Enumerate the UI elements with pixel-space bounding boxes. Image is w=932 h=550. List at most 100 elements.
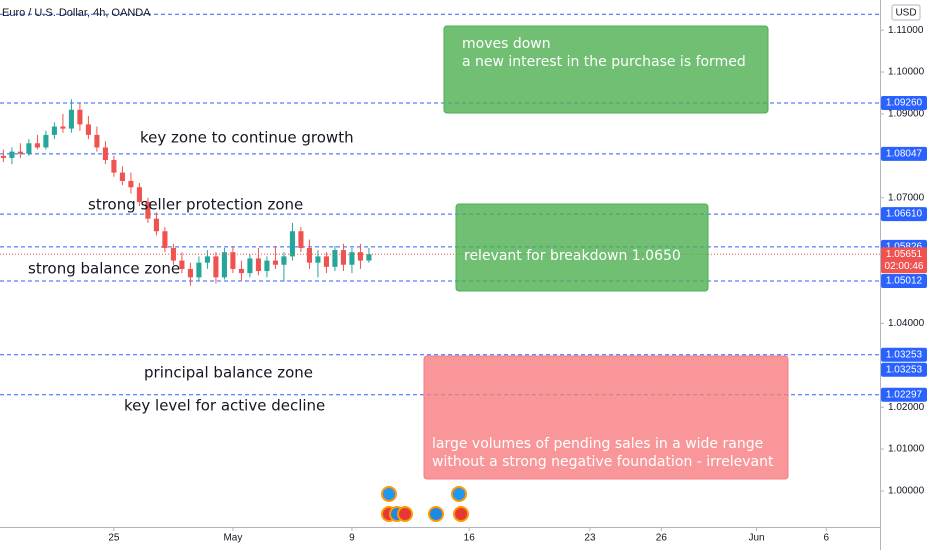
countdown-label: 02:00:46	[885, 261, 924, 272]
candle-body	[0, 155, 6, 158]
candle-body	[51, 126, 57, 135]
y-tick-label: 1.10000	[888, 67, 925, 78]
callout-text: a new interest in the purchase is formed	[462, 54, 746, 70]
callout-box	[455, 203, 709, 292]
candle-body	[128, 180, 134, 188]
level-label-box	[881, 362, 927, 377]
candle-body	[281, 256, 287, 265]
level-label-box	[881, 207, 927, 222]
candle-body	[357, 252, 363, 261]
x-tick-label: 16	[464, 533, 476, 544]
candle-body	[179, 260, 185, 269]
event-icon	[428, 506, 444, 522]
candle-body	[298, 231, 304, 248]
candle-body	[315, 256, 321, 263]
callout-text: without a strong negative foundation - i…	[432, 454, 774, 470]
candle-body	[349, 252, 355, 265]
candle-body	[238, 268, 244, 274]
candle-body	[94, 134, 100, 148]
level-label: 1.03253	[886, 364, 923, 375]
candle-body	[221, 252, 227, 278]
x-tick-label: 25	[108, 533, 120, 544]
candle-body	[170, 248, 176, 261]
candle-body	[119, 172, 125, 181]
candle-body	[230, 252, 236, 269]
currency-button[interactable]	[891, 4, 921, 21]
candle-body	[85, 124, 91, 135]
callout-box	[443, 25, 769, 114]
candle-body	[366, 254, 372, 261]
candle-body	[77, 109, 83, 125]
candle-body	[247, 258, 253, 274]
y-tick-label: 1.04000	[888, 318, 925, 329]
plot-area	[0, 13, 880, 480]
x-tick-label: 9	[349, 533, 355, 544]
candle-body	[60, 126, 66, 129]
candle-body	[153, 218, 159, 232]
level-label: 1.05826	[886, 242, 923, 253]
x-tick-label: 26	[656, 533, 668, 544]
level-label: 1.03253	[886, 349, 923, 360]
annotation: strong balance zone	[28, 260, 180, 278]
level-label: 1.06610	[886, 209, 923, 220]
level-label: 1.02297	[886, 389, 923, 400]
level-label: 1.05012	[886, 276, 923, 287]
x-tick-label: May	[223, 533, 242, 544]
annotation: key zone to continue growth	[140, 129, 354, 147]
candle-body	[340, 250, 346, 265]
level-label-box	[881, 146, 927, 161]
y-tick-label: 1.07000	[888, 192, 925, 203]
level-label-box	[881, 274, 927, 289]
candle-body	[289, 231, 295, 257]
callout-text: relevant for breakdown 1.0650	[464, 248, 681, 264]
y-tick-label: 1.02000	[888, 402, 925, 413]
candle-body	[332, 250, 338, 267]
candle-body	[111, 160, 117, 173]
event-icon	[451, 486, 467, 502]
level-label-box	[881, 387, 927, 402]
callout-box	[423, 355, 789, 480]
currency-label: USD	[895, 8, 916, 19]
candle-body	[255, 258, 261, 272]
annotation: strong seller protection zone	[88, 196, 303, 214]
candle-body	[26, 143, 32, 154]
x-tick-label: 6	[823, 533, 829, 544]
event-icon	[453, 506, 469, 522]
candle-body	[34, 143, 40, 148]
candle-body	[102, 147, 108, 161]
callout-text: large volumes of pending sales in a wide…	[432, 436, 763, 452]
level-label-box	[881, 347, 927, 362]
candle-body	[196, 262, 202, 278]
chart-title: Euro / U.S. Dollar, 4h, OANDA	[2, 7, 151, 19]
y-tick-label: 1.09000	[888, 109, 925, 120]
candle-body	[17, 151, 23, 154]
candle-body	[187, 268, 193, 278]
candle-body	[272, 260, 278, 265]
y-tick-label: 1.00000	[888, 486, 925, 497]
candle-body	[43, 134, 49, 148]
annotation: key level for active decline	[124, 397, 325, 415]
event-icon	[397, 506, 413, 522]
candle-body	[68, 109, 74, 129]
candle-body	[204, 256, 210, 263]
candle-body	[136, 187, 142, 202]
candle-body	[323, 256, 329, 267]
candle-body	[162, 231, 168, 248]
level-label: 1.09260	[886, 98, 923, 109]
event-icon	[381, 486, 397, 502]
candle-body	[145, 201, 151, 219]
candle-body	[264, 260, 270, 272]
event-icons	[381, 486, 469, 522]
current-price-box	[881, 247, 927, 274]
y-tick-label: 1.01000	[888, 444, 925, 455]
level-label-box	[881, 96, 927, 111]
current-price-label: 1.05651	[886, 249, 923, 260]
y-tick-label: 1.11000	[888, 25, 924, 36]
level-label: 1.08047	[886, 149, 923, 160]
annotation: principal balance zone	[144, 364, 313, 382]
x-tick-label: 23	[584, 533, 596, 544]
callout-text: moves down	[462, 36, 551, 52]
candle-body	[213, 256, 219, 278]
